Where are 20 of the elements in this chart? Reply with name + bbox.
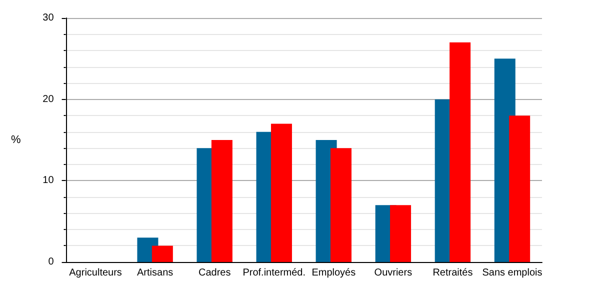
- x-tick-label: Ouvriers: [374, 268, 412, 278]
- bar: [330, 148, 352, 262]
- bar: [270, 124, 292, 262]
- x-tick-label: Sans emplois: [482, 268, 542, 278]
- y-tick-label: 20: [42, 94, 54, 105]
- y-tick-label: 30: [42, 12, 54, 24]
- x-tick-label: Cadres: [198, 268, 231, 278]
- y-tick-label: 10: [42, 175, 54, 186]
- bar: [152, 246, 173, 262]
- bar: [450, 42, 471, 262]
- y-tick-label: 0: [48, 256, 54, 268]
- x-tick-label: Employés: [312, 268, 356, 278]
- bar: [509, 116, 530, 262]
- x-tick-label: Retraités: [432, 268, 473, 278]
- x-tick-label: Agriculteurs: [69, 268, 122, 278]
- y-axis-title: %: [11, 134, 21, 146]
- x-tick-label: Prof.interméd.: [242, 268, 306, 278]
- bar: [211, 140, 232, 262]
- bar: [390, 205, 412, 262]
- x-tick-label: Artisans: [137, 268, 174, 278]
